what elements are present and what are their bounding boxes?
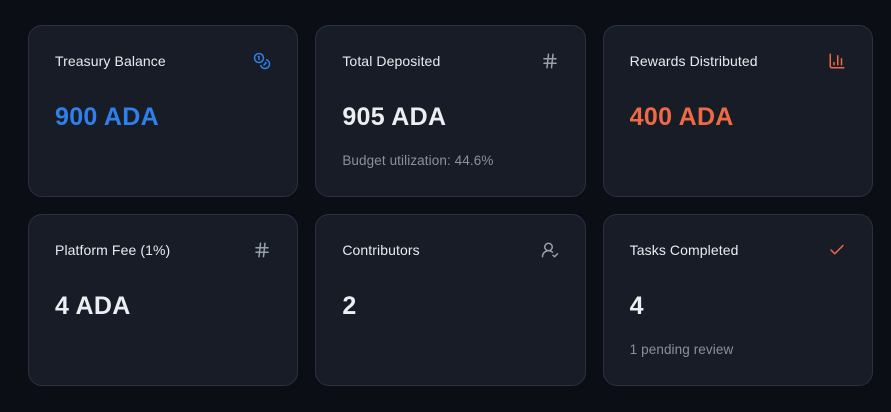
check-icon: [828, 241, 846, 259]
stat-card-treasury-balance: Treasury Balance 900 ADA: [28, 25, 299, 197]
stat-card-title: Treasury Balance: [55, 52, 166, 69]
stat-card-title: Contributors: [342, 241, 420, 258]
stats-dashboard: Treasury Balance 900 ADA Total Deposited…: [28, 25, 873, 386]
stat-card-header: Treasury Balance: [55, 51, 271, 70]
stat-card-tasks-completed: Tasks Completed 4 1 pending review: [602, 214, 873, 386]
stat-card-title: Tasks Completed: [629, 241, 739, 258]
stat-card-value: 900 ADA: [55, 103, 159, 131]
hash-icon: [253, 241, 271, 259]
stat-card-contributors: Contributors 2: [315, 214, 586, 386]
stat-card-total-deposited: Total Deposited 905 ADA Budget utilizati…: [315, 25, 586, 197]
stat-card-header: Contributors: [342, 240, 558, 259]
hash-icon: [541, 52, 559, 70]
coins-icon: [253, 52, 271, 70]
stat-card-rewards-distributed: Rewards Distributed 400 ADA: [602, 25, 873, 197]
stat-card-platform-fee-1: Platform Fee (1%) 4 ADA: [28, 214, 299, 386]
stat-card-value: 905 ADA: [342, 103, 447, 131]
stat-card-value: 400 ADA: [629, 103, 734, 131]
user-check-icon: [541, 241, 559, 259]
stat-card-title: Platform Fee (1%): [55, 241, 171, 258]
stat-card-value: 4: [629, 292, 644, 320]
stat-card-value: 4 ADA: [55, 292, 131, 320]
stat-card-subtitle: Budget utilization: 44.6%: [342, 153, 494, 168]
stat-card-header: Rewards Distributed: [630, 51, 846, 70]
stat-card-value: 2: [342, 292, 357, 320]
stat-card-subtitle: 1 pending review: [629, 342, 734, 357]
bar-chart-icon: [828, 52, 846, 70]
stat-card-title: Rewards Distributed: [629, 52, 758, 69]
stat-card-header: Platform Fee (1%): [55, 240, 271, 259]
stat-card-header: Tasks Completed: [630, 240, 846, 259]
stat-card-header: Total Deposited: [342, 51, 558, 70]
stat-card-title: Total Deposited: [342, 52, 441, 69]
